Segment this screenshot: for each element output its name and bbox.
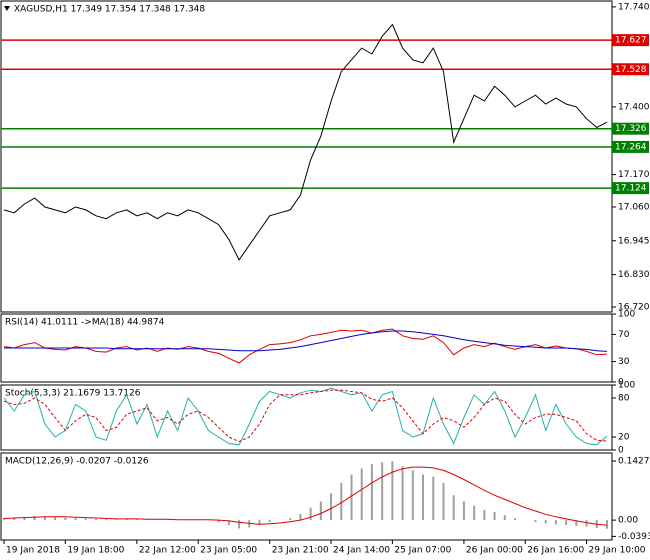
level-tag — [612, 182, 649, 195]
level-tag — [612, 34, 649, 47]
data-line — [4, 330, 608, 352]
y-tick-label: 16.720 — [618, 302, 650, 312]
data-line — [3, 466, 608, 526]
y-tick-label: 16.945 — [618, 236, 650, 246]
level-tag — [612, 63, 649, 76]
data-line — [3, 328, 608, 364]
panel-title: RSI(14) 41.0111 ->MA(18) 44.9874 — [5, 318, 165, 328]
level-label: 17.528 — [615, 65, 647, 75]
x-tick-label: 19 Jan 2018 — [6, 546, 60, 556]
level-label: 17.124 — [615, 184, 647, 194]
level-label: 17.264 — [615, 142, 647, 152]
y-tick-label: 30 — [618, 357, 630, 367]
y-tick-label: 20 — [618, 433, 630, 443]
y-tick-label: 17.400 — [618, 102, 650, 112]
x-tick-label: 29 Jan 10:00 — [589, 546, 646, 556]
panel-frame — [0, 452, 613, 541]
panel-title: MACD(12,26,9) -0.0207 -0.0126 — [5, 457, 149, 467]
panel-frame — [0, 384, 613, 451]
level-label: 17.326 — [615, 124, 647, 134]
y-tick-label: 17.060 — [618, 202, 650, 212]
y-tick-label: 0.1427 — [618, 456, 650, 466]
x-tick-label: 23 Jan 05:00 — [200, 546, 257, 556]
y-tick-label: 17.170 — [618, 170, 650, 180]
menu-arrow — [4, 6, 10, 11]
x-tick-label: 26 Jan 16:00 — [527, 546, 584, 556]
y-tick-label: 100 — [618, 381, 635, 391]
y-tick-label: -0.0393 — [618, 532, 650, 542]
y-tick-label: 17.740 — [618, 2, 650, 12]
panel-frame — [0, 313, 613, 383]
y-tick-label: 16.830 — [618, 270, 650, 280]
y-tick-label: 0 — [618, 446, 624, 456]
x-tick-label: 19 Jan 18:00 — [67, 546, 124, 556]
x-tick-label: 22 Jan 12:00 — [139, 546, 196, 556]
y-tick-label: 70 — [618, 330, 630, 340]
x-tick-label: 24 Jan 14:00 — [333, 546, 390, 556]
x-tick-label: 26 Jan 00:00 — [466, 546, 523, 556]
data-line — [3, 387, 608, 446]
y-tick-label: 80 — [618, 394, 630, 404]
data-line — [3, 23, 608, 261]
panel-title: XAGUSD,H1 17.349 17.354 17.348 17.348 — [14, 5, 205, 15]
level-tag — [612, 122, 649, 135]
y-tick-label: 0.00 — [618, 516, 638, 526]
data-line — [3, 389, 608, 443]
x-tick-label: 25 Jan 07:00 — [394, 546, 451, 556]
level-label: 17.627 — [615, 36, 647, 46]
panel-frame — [0, 0, 613, 313]
y-tick-label: 0 — [618, 378, 624, 388]
panel-title: Stoch(5,3,3) 21.1679 13.7126 — [5, 389, 141, 399]
level-tag — [612, 140, 649, 153]
x-tick-label: 23 Jan 21:00 — [272, 546, 329, 556]
y-tick-label: 100 — [618, 310, 635, 320]
